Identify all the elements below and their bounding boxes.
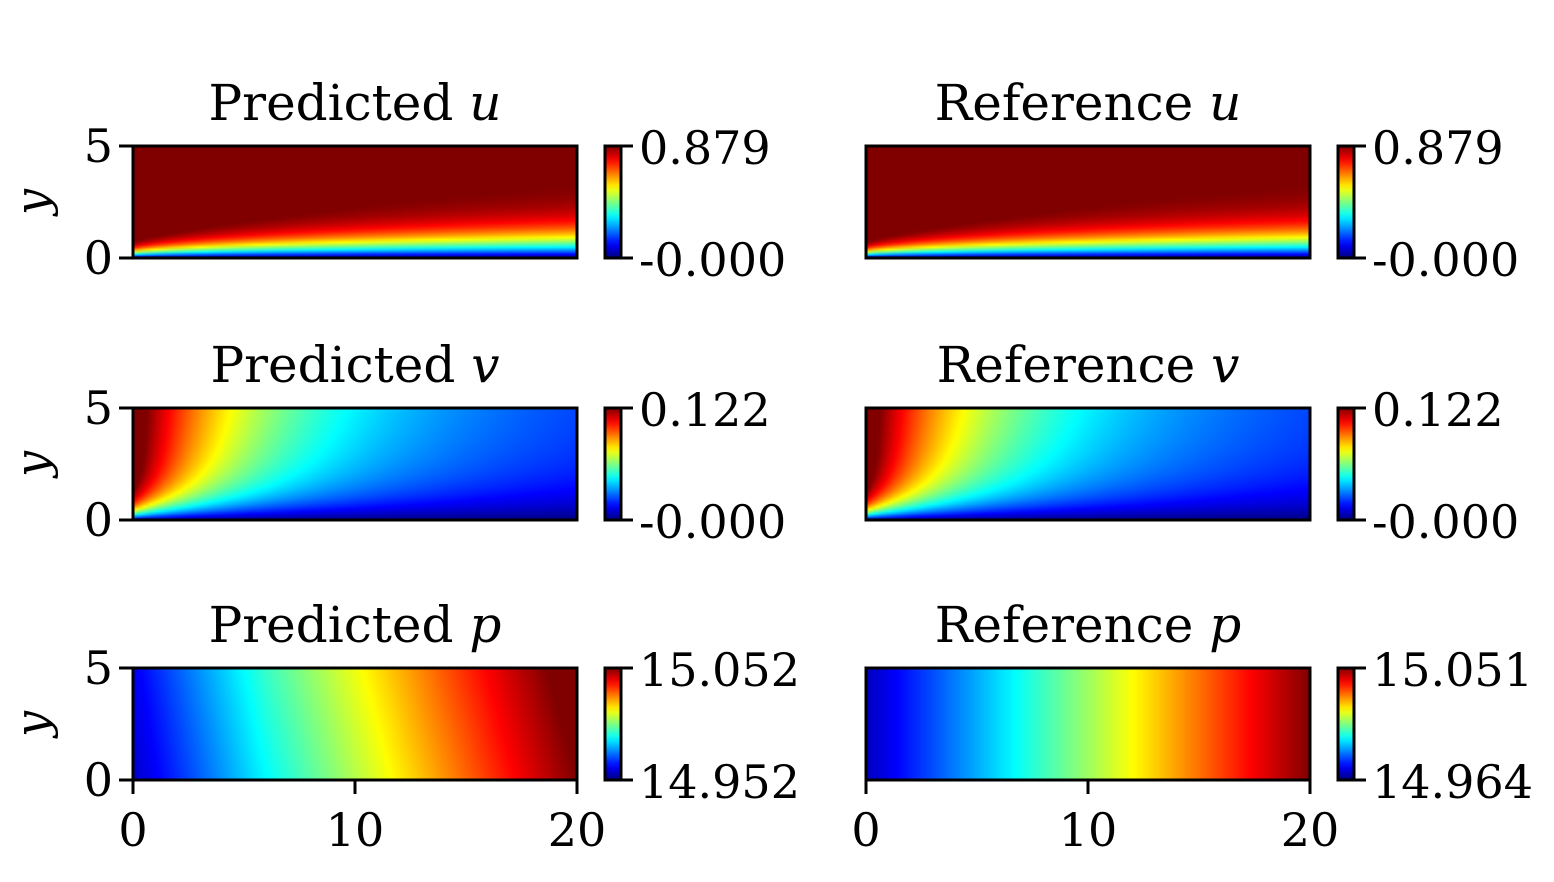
- heatmap-field: [866, 668, 1310, 780]
- colorbar-max-label: 0.879: [639, 121, 771, 175]
- colorbar-gradient: [603, 144, 623, 260]
- y-tick-label: 0: [84, 753, 113, 807]
- panel-title: Reference p: [935, 596, 1242, 654]
- x-tick-label: 20: [548, 803, 607, 857]
- y-tick-label: 5: [84, 381, 113, 435]
- y-tick-label: 5: [84, 641, 113, 695]
- x-tick-label: 20: [1281, 803, 1340, 857]
- heatmap-field: [133, 668, 577, 780]
- colorbar-min-label: 14.964: [1372, 755, 1533, 809]
- colorbar: 15.052 14.952: [603, 643, 800, 809]
- heatmap-field: [866, 408, 1310, 520]
- plot-frame: [131, 144, 579, 260]
- panel-title: Predicted u: [209, 74, 502, 132]
- x-tick-label: 10: [326, 803, 385, 857]
- colorbar-max-label: 15.052: [639, 643, 800, 697]
- colorbar-max-label: 0.879: [1372, 121, 1504, 175]
- panel-title: Predicted v: [211, 336, 500, 394]
- y-axis-label: y: [5, 188, 59, 217]
- plot-frame: [131, 406, 579, 522]
- colorbar: 0.122 -0.000: [1336, 383, 1519, 549]
- panel-title: Reference v: [937, 336, 1240, 394]
- colorbar-max-label: 0.122: [1372, 383, 1504, 437]
- colorbar-min-label: 14.952: [639, 755, 800, 809]
- colorbar-gradient: [1336, 144, 1356, 260]
- colorbar-gradient: [1336, 406, 1356, 522]
- colorbar-max-label: 15.051: [1372, 643, 1533, 697]
- plot-frame: [864, 144, 1312, 260]
- x-tick-label: 0: [851, 803, 880, 857]
- x-tick-label: 0: [118, 803, 147, 857]
- heatmap-field: [133, 146, 577, 258]
- x-tick-label: 10: [1059, 803, 1118, 857]
- panel-predicted-u: Predicted u 0 5y 0.879 -0.000: [5, 74, 786, 287]
- heatmap-field: [866, 146, 1310, 258]
- plot-frame: [864, 406, 1312, 522]
- colorbar-min-label: -0.000: [1372, 495, 1519, 549]
- colorbar-min-label: -0.000: [639, 495, 786, 549]
- panel-reference-u: Reference u 0.879 -0.000: [864, 74, 1519, 287]
- panel-title: Reference u: [935, 74, 1242, 132]
- colorbar-min-label: -0.000: [639, 233, 786, 287]
- panel-predicted-v: Predicted v 0 5y 0.122 -0.000: [5, 336, 786, 549]
- colorbar-gradient: [603, 666, 623, 782]
- panel-reference-p: Reference p 0 10 20 15.051 14.964: [851, 596, 1533, 857]
- colorbar-gradient: [1336, 666, 1356, 782]
- panel-reference-v: Reference v 0.122 -0.000: [864, 336, 1519, 549]
- y-axis-label: y: [5, 710, 59, 739]
- colorbar-max-label: 0.122: [639, 383, 771, 437]
- y-tick-label: 0: [84, 493, 113, 547]
- panel-title: Predicted p: [209, 596, 502, 654]
- colorbar: 0.879 -0.000: [1336, 121, 1519, 287]
- y-axis-label: y: [5, 450, 59, 479]
- colorbar: 0.879 -0.000: [603, 121, 786, 287]
- colorbar-min-label: -0.000: [1372, 233, 1519, 287]
- colorbar: 0.122 -0.000: [603, 383, 786, 549]
- colorbar: 15.051 14.964: [1336, 643, 1533, 809]
- y-tick-label: 0: [84, 231, 113, 285]
- y-tick-label: 5: [84, 119, 113, 173]
- heatmap-field: [133, 408, 577, 520]
- colorbar-gradient: [603, 406, 623, 522]
